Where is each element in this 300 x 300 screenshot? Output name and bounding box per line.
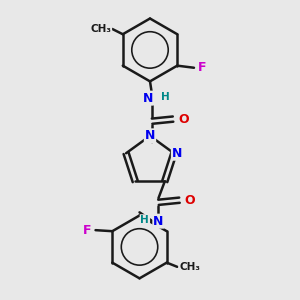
Text: O: O xyxy=(184,194,195,207)
Text: N: N xyxy=(145,129,155,142)
Text: N: N xyxy=(143,92,153,105)
Text: F: F xyxy=(83,224,92,237)
Text: F: F xyxy=(198,61,207,74)
Text: N: N xyxy=(172,147,182,160)
Text: CH₃: CH₃ xyxy=(179,262,200,272)
Text: H: H xyxy=(161,92,170,102)
Text: CH₃: CH₃ xyxy=(90,24,111,34)
Text: O: O xyxy=(178,112,189,126)
Text: N: N xyxy=(153,215,164,228)
Text: H: H xyxy=(140,215,149,225)
